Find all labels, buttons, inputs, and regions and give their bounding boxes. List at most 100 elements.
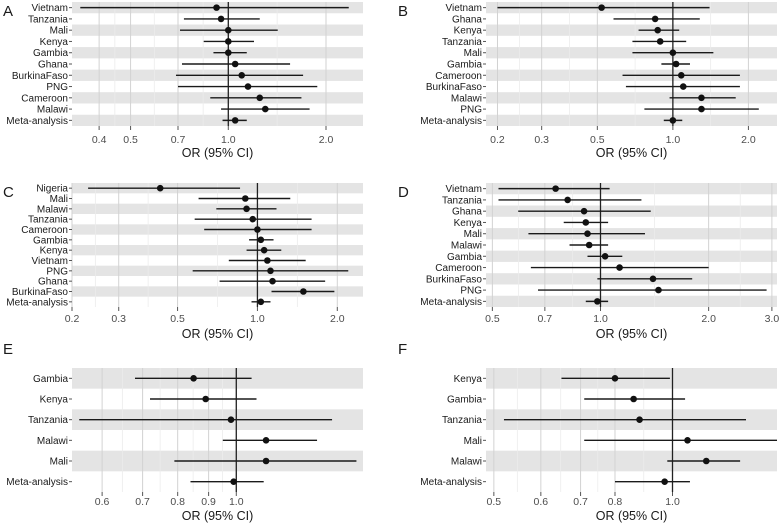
point-estimate-gambia [224, 49, 232, 57]
panel-e: 0.6 0.7 0.8 0.9 1.0 Gambia Kenya Tanzania Malawi… [3, 341, 363, 523]
point-estimate-burkinafaso [238, 71, 246, 79]
study-label-cameroon: Cameroon [21, 225, 68, 236]
panel-letter-b: B [398, 3, 408, 20]
x-tick-label: 0.8 [608, 496, 623, 508]
x-tick-label: 2.0 [741, 134, 756, 146]
x-tick-label: 0.9 [201, 496, 216, 508]
point-estimate-kenya [654, 26, 661, 34]
point-estimate-cameroon [677, 71, 685, 79]
study-label-png: PNG [46, 266, 68, 277]
point-estimate-ghana [231, 60, 239, 68]
point-estimate-gambia [190, 375, 197, 382]
point-estimate-kenya [224, 38, 232, 45]
point-estimate-meta-analysis [257, 298, 265, 306]
point-estimate-kenya [582, 219, 590, 226]
point-estimate-cameroon [256, 94, 264, 102]
study-label-malawi: Malawi [37, 436, 68, 447]
point-estimate-malawi [698, 94, 705, 102]
row-band [72, 114, 363, 126]
point-estimate-malawi [585, 241, 593, 249]
x-tick-label: 0.3 [534, 134, 549, 146]
point-estimate-burkinafaso [649, 275, 657, 283]
panel-letter-e: E [3, 341, 13, 358]
x-axis-title: OR (95% CI) [596, 509, 668, 523]
x-axis-title: OR (95% CI) [182, 509, 254, 523]
point-estimate-png [655, 286, 662, 294]
point-estimate-mali [262, 457, 270, 465]
point-estimate-png [244, 83, 252, 90]
point-estimate-tanzania [217, 15, 225, 23]
x-tick-label: 0.5 [590, 134, 605, 146]
x-tick-label: 0.5 [485, 313, 500, 325]
study-label-nigeria: Nigeria [36, 184, 68, 195]
x-tick-label: 0.3 [111, 313, 126, 325]
study-label-ghana: Ghana [38, 60, 68, 71]
point-estimate-kenya [202, 395, 209, 403]
x-tick-label: 1.0 [229, 496, 244, 508]
study-label-meta-analysis: Meta-analysis [420, 116, 482, 127]
point-estimate-tanzania [227, 416, 235, 423]
point-estimate-png [698, 105, 705, 113]
study-label-gambia: Gambia [33, 374, 68, 385]
study-label-meta-analysis: Meta-analysis [420, 297, 482, 308]
point-estimate-ghana [580, 207, 588, 215]
point-estimate-tanzania [249, 215, 257, 223]
study-label-vietnam: Vietnam [31, 256, 68, 267]
x-tick-label: 2.0 [701, 313, 716, 325]
plot-background [486, 183, 777, 307]
study-label-malawi: Malawi [37, 105, 68, 116]
study-label-mali: Mali [464, 48, 482, 59]
x-tick-label: 0.5 [123, 134, 138, 146]
x-tick-label: 2.0 [319, 134, 334, 146]
point-estimate-tanzania [564, 196, 571, 204]
study-label-meta-analysis: Meta-analysis [6, 477, 68, 488]
study-label-mali: Mali [464, 229, 482, 240]
point-estimate-ghana [269, 277, 276, 285]
x-tick-label: 0.7 [171, 134, 186, 146]
x-tick-label: 0.4 [92, 134, 107, 146]
x-axis-title: OR (95% CI) [182, 327, 254, 341]
panel-d: 0.5 0.7 1.0 2.0 3.0 VietnamTanzaniaGhanaKenya… [398, 183, 779, 341]
x-tick-label: 0.7 [573, 496, 588, 508]
study-label-meta-analysis: Meta-analysis [420, 477, 482, 488]
point-estimate-malawi [702, 457, 710, 465]
study-label-png: PNG [460, 105, 482, 116]
point-estimate-burkinafaso [679, 83, 687, 90]
point-estimate-gambia [630, 395, 637, 403]
study-label-kenya: Kenya [454, 218, 483, 229]
study-label-kenya: Kenya [454, 26, 483, 37]
x-tick-label: 0.2 [490, 134, 505, 146]
study-label-cameroon: Cameroon [435, 71, 482, 82]
point-estimate-malawi [262, 437, 270, 444]
panel-b: 0.2 0.3 0.5 1.0 2.0 VietnamGhanaKenyaTanzania… [398, 2, 777, 160]
study-label-mali: Mali [50, 26, 68, 37]
study-label-burkinafaso: BurkinaFaso [12, 71, 69, 82]
x-tick-label: 0.2 [65, 313, 80, 325]
study-label-gambia: Gambia [33, 235, 68, 246]
study-label-mali: Mali [50, 194, 68, 205]
x-tick-label: 2.0 [330, 313, 345, 325]
point-estimate-gambia [672, 60, 680, 68]
x-tick-label: 1.0 [593, 313, 608, 325]
point-estimate-mali [224, 26, 232, 34]
x-tick-label: 0.6 [534, 496, 549, 508]
study-label-burkinafaso: BurkinaFaso [426, 274, 483, 285]
point-estimate-malawi [243, 205, 250, 213]
x-tick-label: 3.0 [765, 313, 780, 325]
point-estimate-kenya [611, 375, 619, 382]
point-estimate-burkinafaso [300, 288, 307, 295]
study-label-kenya: Kenya [40, 246, 69, 257]
point-estimate-ghana [651, 15, 659, 23]
point-estimate-meta-analysis [669, 117, 677, 124]
study-label-tanzania: Tanzania [28, 415, 68, 426]
study-label-malawi: Malawi [451, 93, 482, 104]
study-label-png: PNG [460, 286, 482, 297]
x-tick-label: 0.5 [487, 496, 502, 508]
panel-f: 0.5 0.6 0.7 0.8 1.0 Kenya Gambia Tanzania Mali Ma… [398, 341, 777, 523]
study-label-tanzania: Tanzania [442, 37, 482, 48]
study-label-mali: Mali [50, 457, 68, 468]
x-tick-label: 1.0 [250, 313, 265, 325]
point-estimate-nigeria [156, 184, 164, 192]
point-estimate-meta-analysis [231, 117, 239, 124]
